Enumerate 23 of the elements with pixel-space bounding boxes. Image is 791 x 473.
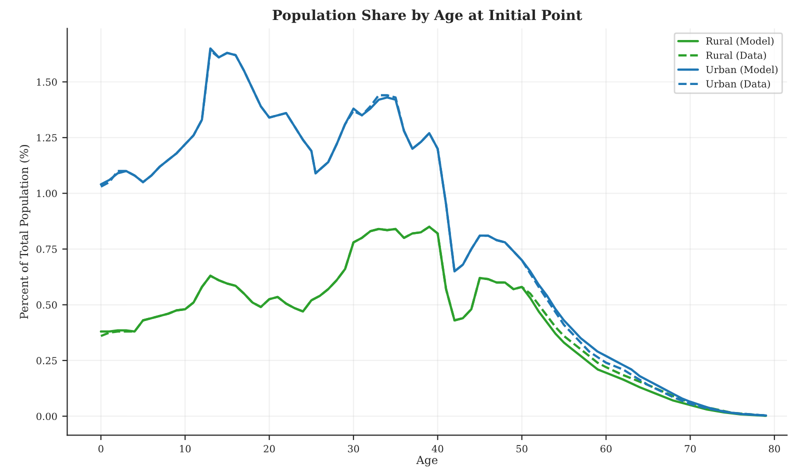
y-axis-title: Percent of Total Population (%) — [20, 144, 30, 319]
x-tick-label: 70 — [684, 445, 696, 452]
x-tick-label: 60 — [600, 445, 612, 452]
x-tick-label: 50 — [516, 445, 528, 452]
legend-label: Rural (Model) — [706, 37, 774, 46]
x-axis-title: Age — [416, 456, 438, 466]
legend-label: Rural (Data) — [706, 51, 766, 60]
y-tick-label: 0.50 — [36, 301, 57, 309]
y-tick-label: 0.75 — [36, 246, 57, 253]
x-tick-label: 40 — [432, 445, 444, 452]
legend-label: Urban (Model) — [706, 66, 778, 75]
x-tick-label: 10 — [180, 445, 191, 452]
x-tick-label: 80 — [768, 445, 780, 452]
x-tick-label: 20 — [264, 445, 275, 452]
y-tick-label: 1.00 — [37, 190, 57, 198]
y-tick-label: 0.25 — [36, 356, 57, 364]
y-tick-label: 1.50 — [37, 78, 57, 86]
legend-label: Urban (Data) — [706, 80, 770, 89]
chart-title: Population Share by Age at Initial Point — [272, 9, 582, 24]
y-tick-label: 0.00 — [36, 412, 57, 420]
x-tick-label: 0 — [98, 445, 104, 452]
x-tick-label: 30 — [348, 445, 360, 452]
y-tick-label: 1.25 — [37, 134, 57, 142]
